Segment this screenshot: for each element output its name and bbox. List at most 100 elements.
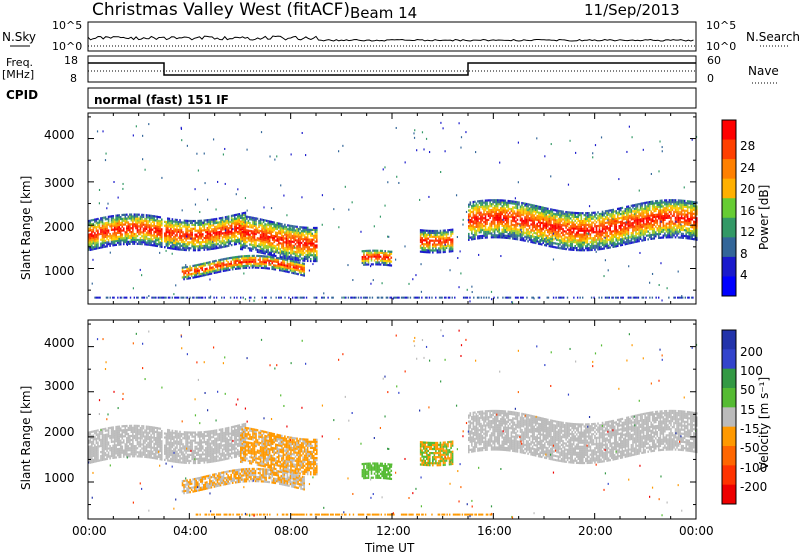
power-cell <box>472 235 475 239</box>
power-cell <box>261 242 263 245</box>
power-cell <box>442 237 445 240</box>
power-cell <box>267 237 269 240</box>
power-cell <box>536 234 538 237</box>
power-cell <box>560 210 563 213</box>
power-cell <box>662 226 665 229</box>
power-cell <box>314 256 317 259</box>
power-cell <box>217 227 219 230</box>
power-cell <box>205 242 207 245</box>
power-cell <box>425 241 428 244</box>
power-cell <box>419 244 422 247</box>
power-cell <box>196 267 199 270</box>
power-cell <box>542 220 545 223</box>
power-cell <box>502 236 505 239</box>
power-cell <box>170 225 172 228</box>
power-cell <box>667 236 669 239</box>
power-cell <box>390 252 393 255</box>
power-cell <box>636 224 639 227</box>
power-cell <box>252 232 254 235</box>
power-cell <box>644 223 646 226</box>
power-cell <box>578 214 581 217</box>
power-cell <box>92 240 95 243</box>
power-cell <box>118 214 120 217</box>
power-cell <box>272 266 275 269</box>
power-cell <box>525 232 528 235</box>
power-cell <box>297 229 300 233</box>
power-cell <box>483 205 485 208</box>
power-cell <box>308 248 310 251</box>
power-cell <box>233 256 236 259</box>
power-cell <box>595 240 598 243</box>
power-cell <box>544 210 546 214</box>
power-cell <box>241 234 244 237</box>
power-cell <box>244 258 246 262</box>
power-cell <box>472 228 475 231</box>
power-cell <box>249 237 251 240</box>
power-cell <box>230 234 233 237</box>
power-cell <box>550 239 552 242</box>
power-cell <box>604 229 607 232</box>
power-cell <box>138 217 140 220</box>
power-cell <box>629 226 631 229</box>
power-cell <box>239 259 242 262</box>
power-cell <box>472 208 475 211</box>
power-cell <box>435 243 437 246</box>
power-cell <box>300 263 302 267</box>
power-cell <box>170 247 172 250</box>
power-cell <box>644 209 646 212</box>
power-cell <box>647 205 649 208</box>
power-cell <box>239 255 242 258</box>
power-cell <box>154 240 157 243</box>
power-cell <box>179 238 181 241</box>
power-cell <box>495 218 497 221</box>
power-cell <box>364 249 367 253</box>
power-cell <box>167 221 169 224</box>
power-cell <box>183 221 186 224</box>
power-cell <box>540 233 543 236</box>
power-cell <box>481 201 484 204</box>
power-cell <box>544 230 546 233</box>
power-cell <box>130 219 133 222</box>
power-cell <box>219 270 222 273</box>
power-cell <box>496 224 499 227</box>
power-cell <box>621 210 624 213</box>
power-cell <box>566 246 569 249</box>
power-cell <box>621 206 624 209</box>
power-cell <box>132 229 134 232</box>
power-cell <box>582 237 584 240</box>
power-cell <box>550 214 552 217</box>
power-cell <box>203 262 205 265</box>
power-cell <box>627 211 630 214</box>
power-cell <box>507 215 510 218</box>
power-cell <box>300 241 303 245</box>
power-cell <box>502 203 505 206</box>
power-cell <box>645 234 648 237</box>
power-cell <box>656 201 659 205</box>
power-cell <box>653 221 656 224</box>
power-cell <box>577 231 580 234</box>
power-cell <box>507 236 510 240</box>
power-cell <box>528 232 531 235</box>
power-cell <box>271 234 274 237</box>
power-cell <box>239 267 242 270</box>
power-cell <box>212 222 215 225</box>
power-cell <box>171 245 174 248</box>
power-cell <box>468 213 470 216</box>
power-cell <box>129 231 131 234</box>
power-cell <box>147 226 149 229</box>
power-cell <box>642 235 645 238</box>
power-cell <box>668 236 671 239</box>
power-cell <box>235 235 238 238</box>
power-cell <box>247 231 250 234</box>
power-cell <box>510 225 513 228</box>
power-cell <box>218 232 221 236</box>
power-cell <box>240 245 242 249</box>
power-cell <box>544 238 546 241</box>
power-cell <box>556 209 558 212</box>
power-cell <box>112 222 114 225</box>
power-cell <box>89 219 92 222</box>
power-cell <box>385 252 388 255</box>
power-cell <box>624 211 627 215</box>
power-cell <box>168 223 171 226</box>
power-cell <box>296 247 298 250</box>
